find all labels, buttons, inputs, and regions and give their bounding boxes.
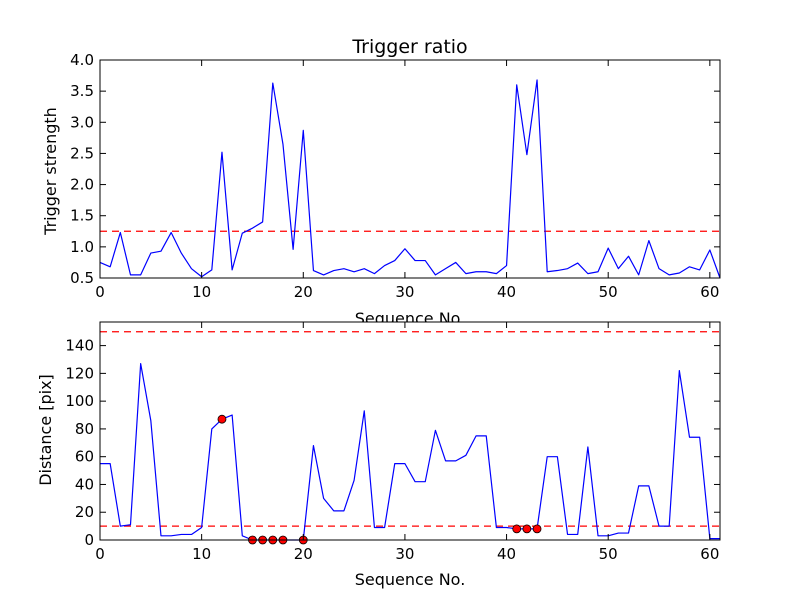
- y-axis-label: Trigger strength: [41, 107, 60, 236]
- y-tick-label: 1.5: [70, 207, 94, 225]
- x-tick-label: 20: [294, 545, 313, 563]
- series-line: [99, 79, 721, 279]
- y-tick-label: 0.5: [70, 269, 94, 287]
- trigger-ratio-chart: Trigger ratio Sequence No. Trigger stren…: [41, 36, 721, 328]
- y-tick-label: 3.0: [70, 113, 94, 131]
- y-tick-label: 20: [75, 503, 94, 521]
- chart-title: Trigger ratio: [351, 36, 467, 58]
- y-tick-label: 3.5: [70, 82, 94, 100]
- y-axis-label: Distance [pix]: [36, 374, 55, 486]
- y-tick-label: 40: [75, 475, 94, 493]
- x-tick-label: 60: [700, 545, 719, 563]
- x-tick-label: 0: [95, 283, 105, 301]
- data-marker: [217, 414, 227, 424]
- y-tick-label: 80: [75, 420, 94, 438]
- y-tick-label: 2.0: [70, 176, 94, 194]
- x-axis-label: Sequence No.: [355, 570, 466, 589]
- x-tick-label: 10: [192, 283, 211, 301]
- x-tick-label: 30: [395, 545, 414, 563]
- x-tick-label: 30: [395, 283, 414, 301]
- plot-area: [100, 322, 720, 540]
- distance-chart: Sequence No. Distance [pix] 0 10 20 30 40 50 6…: [36, 321, 721, 589]
- x-tick-label: 50: [599, 545, 618, 563]
- x-tick-label: 10: [192, 545, 211, 563]
- y-tick-label: 100: [65, 392, 94, 410]
- plot-frame: [99, 321, 721, 541]
- plot-frame: [99, 59, 721, 279]
- x-tick-label: 40: [497, 283, 516, 301]
- y-tick-label: 60: [75, 448, 94, 466]
- x-tick-label: 60: [700, 283, 719, 301]
- y-tick-label: 140: [65, 337, 94, 355]
- x-tick-label: 40: [497, 545, 516, 563]
- data-marker: [532, 524, 542, 534]
- y-tick-label: 0: [84, 531, 94, 549]
- series-line: [100, 363, 720, 541]
- y-tick-label: 120: [65, 364, 94, 382]
- data-marker: [522, 524, 532, 534]
- x-tick-label: 20: [294, 283, 313, 301]
- y-tick-label: 1.0: [70, 238, 94, 256]
- x-tick-label: 0: [95, 545, 105, 563]
- plot-area: [100, 60, 720, 278]
- y-tick-label: 4.0: [70, 51, 94, 69]
- data-marker: [512, 524, 522, 534]
- y-tick-label: 2.5: [70, 144, 94, 162]
- x-tick-label: 50: [599, 283, 618, 301]
